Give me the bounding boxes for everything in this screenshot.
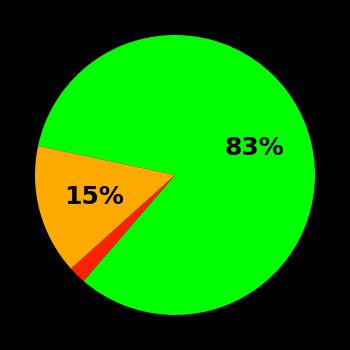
Wedge shape (35, 146, 175, 269)
Text: 83%: 83% (225, 136, 285, 160)
Wedge shape (71, 175, 175, 281)
Wedge shape (38, 35, 315, 315)
Text: 15%: 15% (64, 185, 124, 209)
